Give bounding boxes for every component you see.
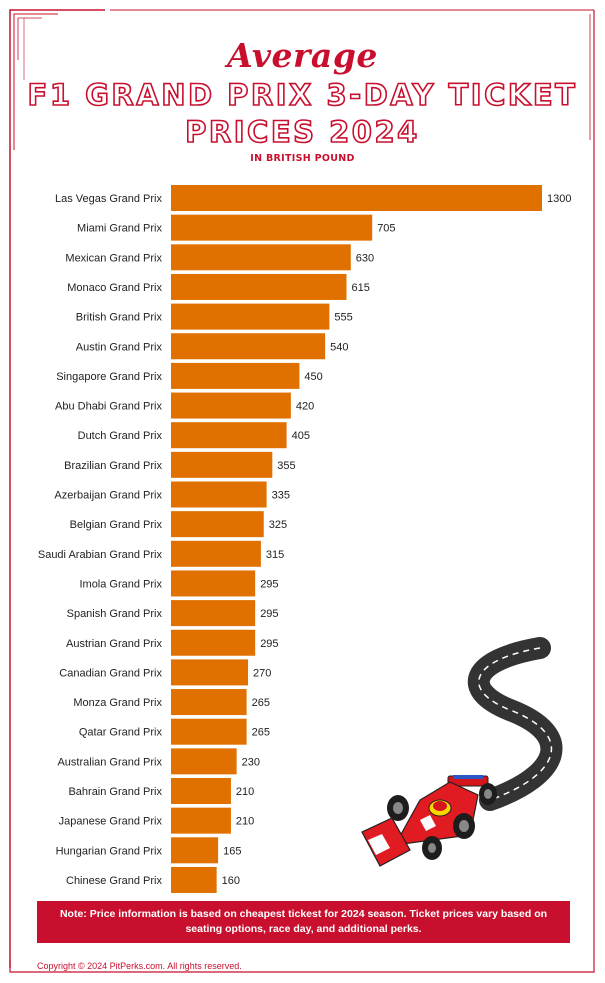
copyright-text: Copyright © 2024 PitPerks.com. All right… xyxy=(37,961,242,971)
bar xyxy=(171,244,351,271)
bar-value-label: 210 xyxy=(236,816,254,828)
category-label: Saudi Arabian Grand Prix xyxy=(38,549,163,561)
bar-value-label: 705 xyxy=(377,223,395,235)
category-label: Imola Grand Prix xyxy=(79,578,162,590)
category-label: Spanish Grand Prix xyxy=(67,608,163,620)
bar-value-label: 315 xyxy=(266,549,284,561)
bar xyxy=(171,422,287,449)
bar xyxy=(171,689,247,716)
bar-value-label: 160 xyxy=(222,875,240,887)
bar-value-label: 230 xyxy=(242,756,260,768)
category-label: Monaco Grand Prix xyxy=(67,282,162,294)
race-car xyxy=(361,775,497,867)
bar-value-label: 450 xyxy=(304,371,322,383)
race-car-illustration xyxy=(361,637,563,867)
bar xyxy=(171,629,256,656)
bar-value-label: 335 xyxy=(272,490,290,502)
bar-value-label: 405 xyxy=(292,430,310,442)
bar xyxy=(171,185,542,211)
category-label: Austrian Grand Prix xyxy=(66,638,162,650)
category-label: Las Vegas Grand Prix xyxy=(55,193,163,205)
bar xyxy=(171,451,273,478)
category-label: Dutch Grand Prix xyxy=(78,430,163,442)
category-label: Mexican Grand Prix xyxy=(65,252,162,264)
bar-value-label: 615 xyxy=(352,282,370,294)
category-label: Miami Grand Prix xyxy=(77,223,162,235)
bar xyxy=(171,718,247,745)
category-label: Singapore Grand Prix xyxy=(56,371,162,383)
category-label: Brazilian Grand Prix xyxy=(64,460,162,472)
bar xyxy=(171,362,300,389)
bar xyxy=(171,214,373,241)
bar xyxy=(171,540,261,567)
bar-value-label: 295 xyxy=(260,578,278,590)
bar xyxy=(171,303,330,330)
category-label: Belgian Grand Prix xyxy=(70,519,163,531)
bar xyxy=(171,481,267,508)
category-label: Australian Grand Prix xyxy=(57,756,162,768)
note-box: Note: Price information is based on chea… xyxy=(37,901,570,943)
bar xyxy=(171,392,291,419)
category-label: Qatar Grand Prix xyxy=(79,727,163,739)
bar xyxy=(171,866,217,893)
bar xyxy=(171,600,256,627)
bar-value-label: 1300 xyxy=(547,193,571,205)
bar-value-label: 295 xyxy=(260,608,278,620)
bar-value-label: 265 xyxy=(252,697,270,709)
bar-value-label: 420 xyxy=(296,401,314,413)
bar xyxy=(171,748,237,775)
winding-road-illustration xyxy=(467,637,563,811)
page-title-line-2: PRICES 2024 xyxy=(184,114,420,150)
category-label: Hungarian Grand Prix xyxy=(56,845,163,857)
bar-value-label: 325 xyxy=(269,519,287,531)
subtitle: IN BRITISH POUND xyxy=(250,153,355,164)
category-label: Azerbaijan Grand Prix xyxy=(54,490,162,502)
bar xyxy=(171,837,219,864)
category-label: Chinese Grand Prix xyxy=(66,875,162,887)
bar xyxy=(171,333,326,360)
bar-value-label: 295 xyxy=(260,638,278,650)
bar-value-label: 265 xyxy=(252,727,270,739)
category-label: Canadian Grand Prix xyxy=(59,667,162,679)
bar xyxy=(171,273,347,300)
category-label: Monza Grand Prix xyxy=(73,697,162,709)
bar-chart: Las Vegas Grand Prix 1300 Miami Grand Prix… xyxy=(38,185,571,893)
bar-value-label: 270 xyxy=(253,667,271,679)
category-label: Abu Dhabi Grand Prix xyxy=(55,401,162,413)
category-label: Bahrain Grand Prix xyxy=(68,786,162,798)
bar xyxy=(171,807,231,834)
bar xyxy=(171,511,264,538)
bar-value-label: 540 xyxy=(330,341,348,353)
bar-value-label: 165 xyxy=(223,845,241,857)
bar xyxy=(171,778,231,804)
category-label: Japanese Grand Prix xyxy=(59,816,163,828)
bar-value-label: 355 xyxy=(277,460,295,472)
category-label: Austin Grand Prix xyxy=(76,341,163,353)
bar xyxy=(171,570,256,597)
page-title-line-1: F1 GRAND PRIX 3-DAY TICKET xyxy=(27,77,578,113)
bar-value-label: 630 xyxy=(356,252,374,264)
category-label: British Grand Prix xyxy=(76,312,163,324)
note-text: Note: Price information is based on chea… xyxy=(59,908,548,935)
script-title: Average xyxy=(227,36,378,75)
bar-value-label: 555 xyxy=(334,312,352,324)
bar xyxy=(171,659,249,686)
bar-value-label: 210 xyxy=(236,786,254,798)
